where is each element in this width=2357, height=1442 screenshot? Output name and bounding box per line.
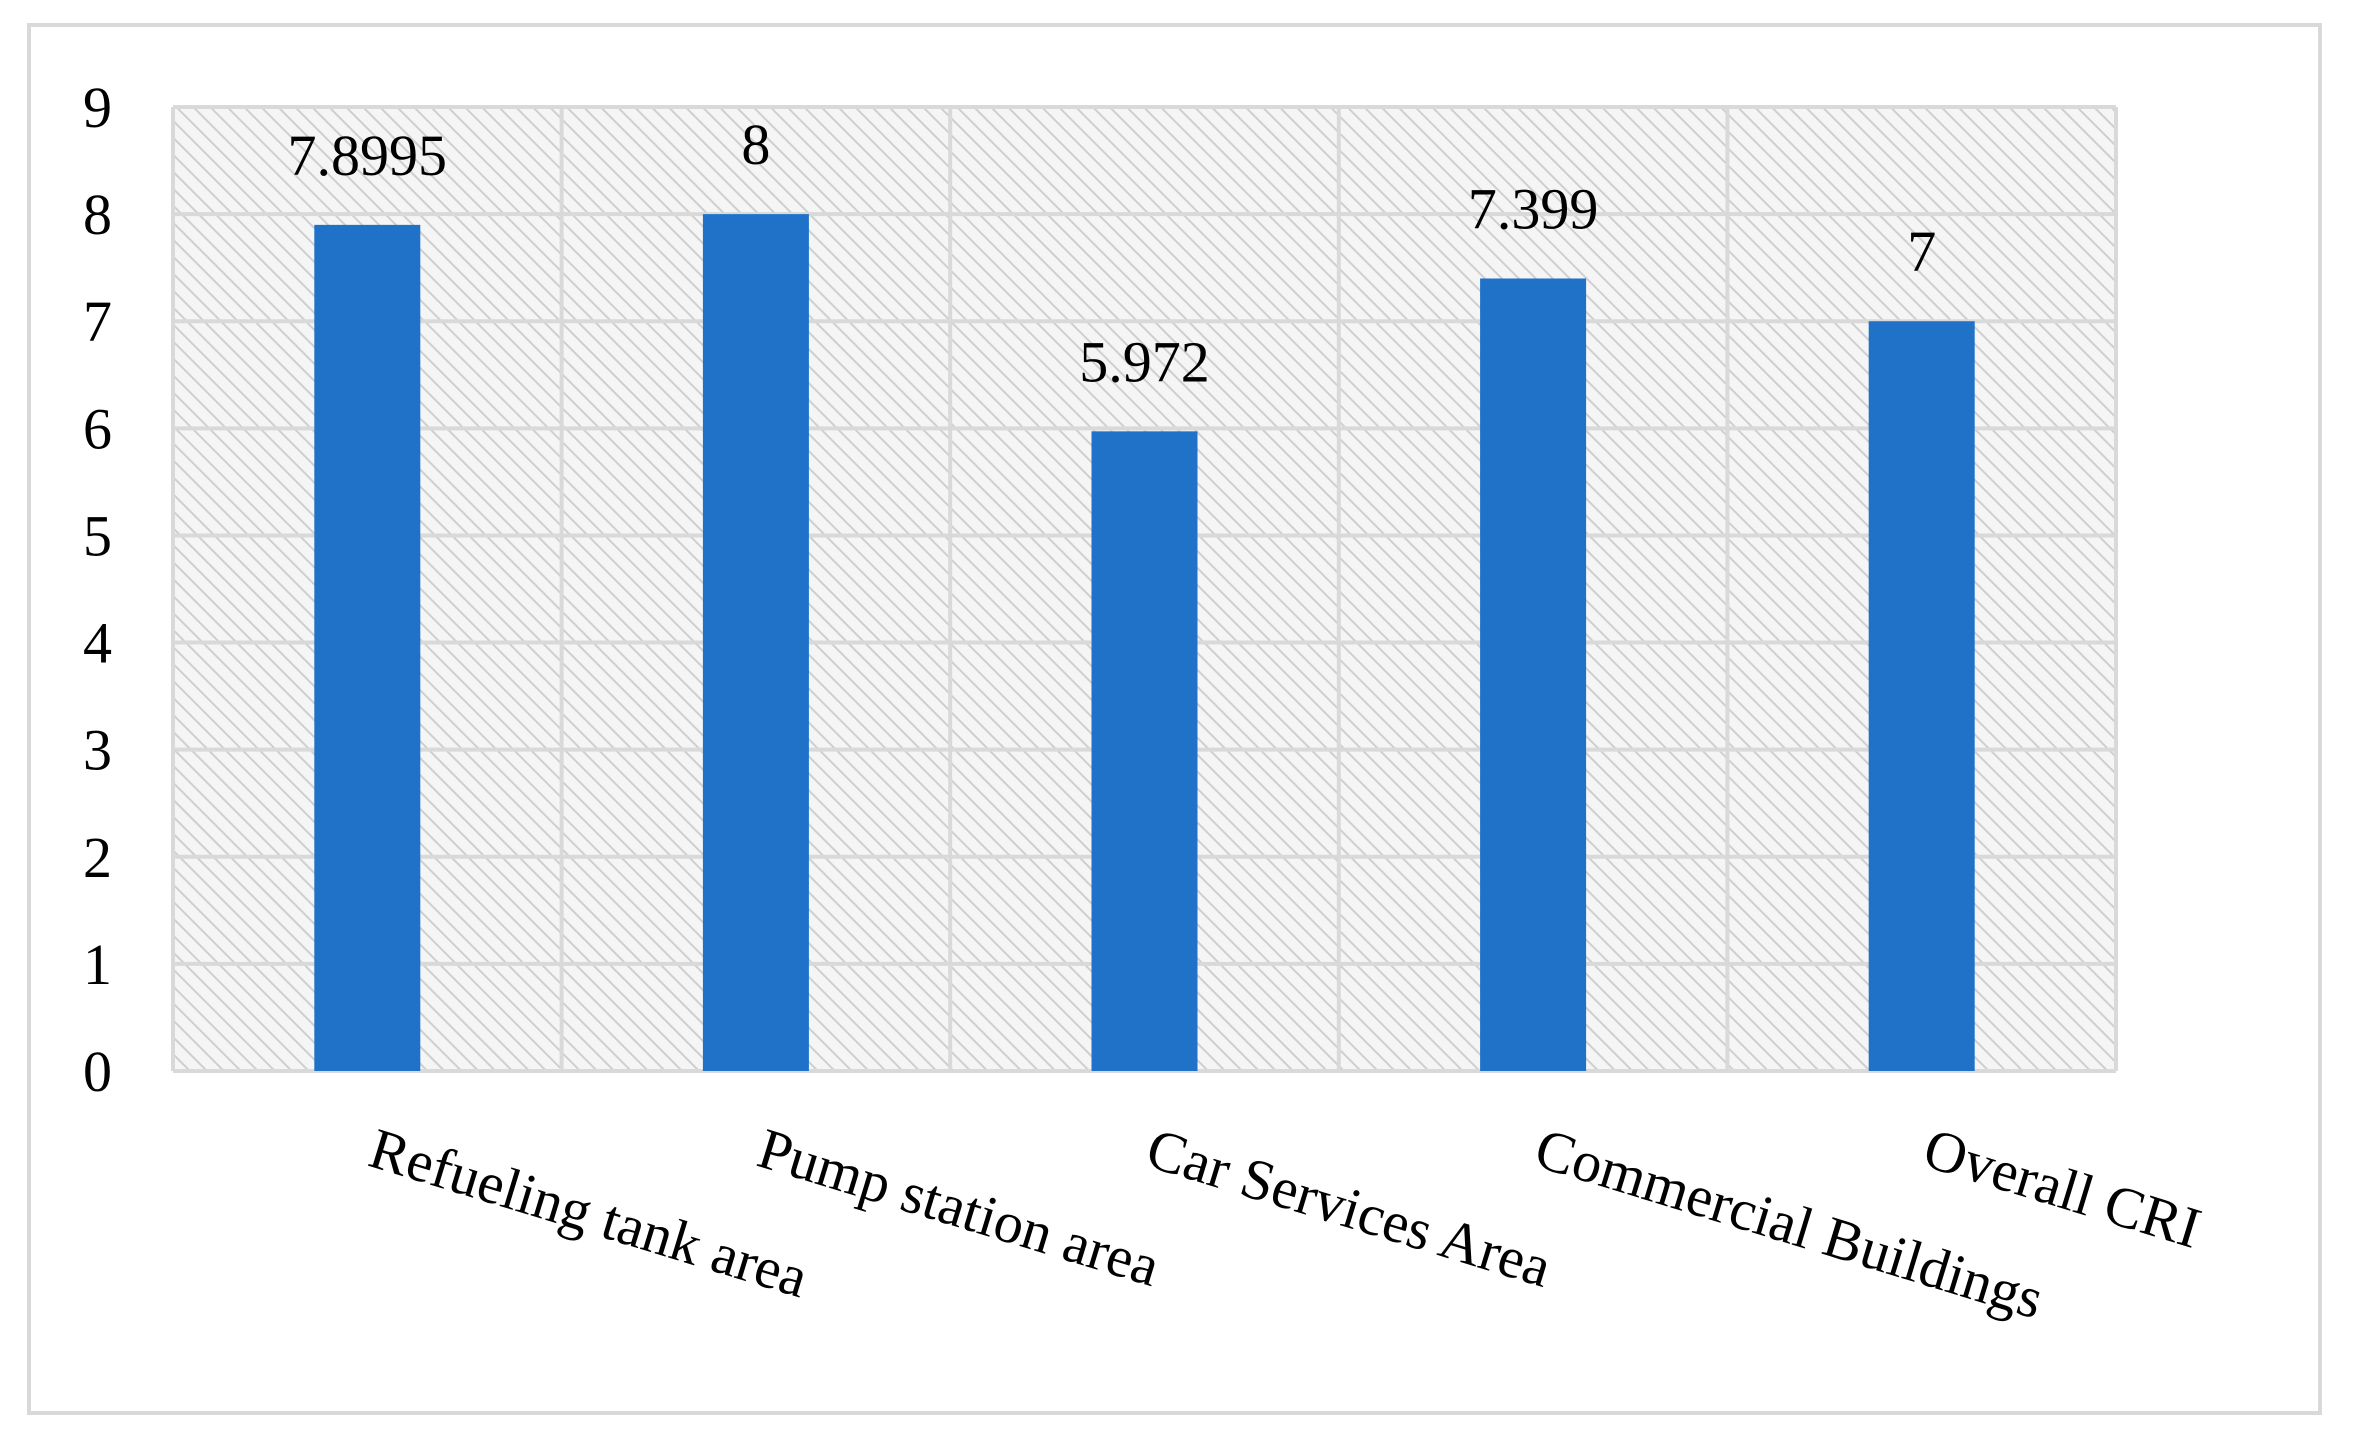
x-category-label: Pump station area bbox=[751, 1115, 1167, 1299]
y-tick-label: 2 bbox=[83, 825, 112, 890]
bar bbox=[1091, 431, 1198, 1071]
y-tick-label: 8 bbox=[83, 182, 112, 247]
y-tick-label: 7 bbox=[83, 289, 112, 354]
bars bbox=[314, 214, 1975, 1072]
y-tick-label: 6 bbox=[83, 396, 112, 461]
y-axis-ticks: 0 1 2 3 4 5 6 7 8 9 bbox=[83, 75, 112, 1104]
bar bbox=[314, 224, 421, 1071]
data-label: 7.399 bbox=[1468, 176, 1599, 241]
data-label: 8 bbox=[741, 112, 770, 177]
x-category-label: Car Services Area bbox=[1139, 1115, 1558, 1300]
bar bbox=[1868, 321, 1975, 1071]
bar bbox=[702, 214, 809, 1072]
x-category-label: Refueling tank area bbox=[362, 1115, 815, 1310]
bar bbox=[1480, 278, 1587, 1072]
y-tick-label: 5 bbox=[83, 503, 112, 568]
y-tick-label: 0 bbox=[83, 1039, 112, 1104]
y-tick-label: 3 bbox=[83, 718, 112, 783]
y-tick-label: 1 bbox=[83, 932, 112, 997]
data-label: 7.8995 bbox=[288, 123, 448, 188]
y-tick-label: 9 bbox=[83, 75, 112, 140]
data-label: 5.972 bbox=[1079, 329, 1210, 394]
data-labels: 7.8995 8 5.972 7.399 7 bbox=[288, 112, 1937, 394]
data-label: 7 bbox=[1907, 219, 1936, 284]
x-category-label: Overall CRI bbox=[1917, 1115, 2209, 1261]
y-tick-label: 4 bbox=[83, 611, 112, 676]
